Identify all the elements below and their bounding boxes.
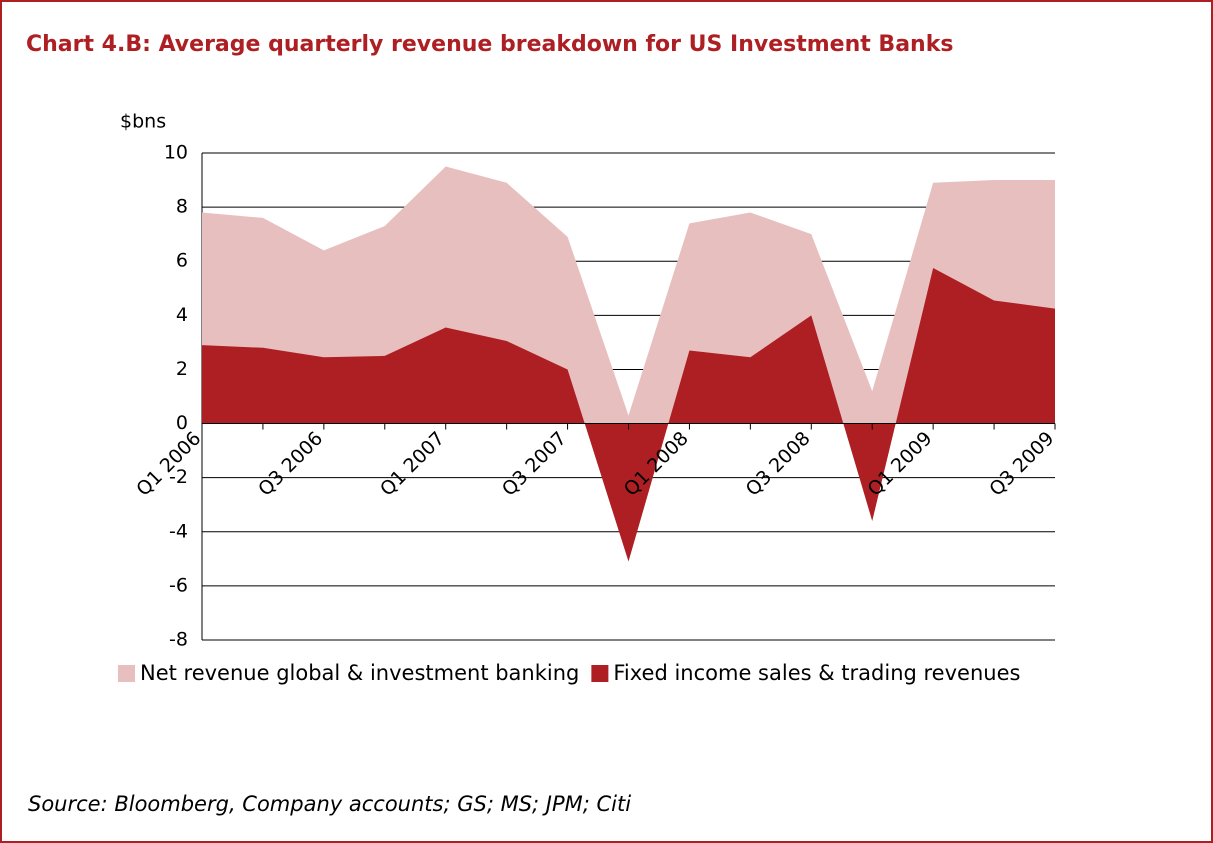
y-axis-label: $bns xyxy=(120,111,166,133)
y-tick-label: -2 xyxy=(169,466,188,488)
legend-swatch xyxy=(591,665,609,682)
y-tick-label: -8 xyxy=(169,629,188,651)
y-tick-label: 0 xyxy=(176,412,188,434)
y-tick-label: -4 xyxy=(169,520,188,542)
chart-title: Chart 4.B: Average quarterly revenue bre… xyxy=(26,32,953,57)
legend-label: Net revenue global & investment banking xyxy=(140,661,579,685)
area xyxy=(202,267,1055,562)
legend-swatch xyxy=(118,665,135,682)
y-tick-label: 4 xyxy=(176,304,188,326)
y-tick-label: 8 xyxy=(176,196,188,218)
source: Source: Bloomberg, Company accounts; GS;… xyxy=(28,792,631,816)
y-tick-label: 10 xyxy=(164,142,188,164)
legend-label: Fixed income sales & trading revenues xyxy=(613,661,1020,685)
y-tick-label: -6 xyxy=(169,574,188,596)
y-tick-label: 2 xyxy=(176,358,188,380)
y-tick-label: 6 xyxy=(176,250,188,272)
